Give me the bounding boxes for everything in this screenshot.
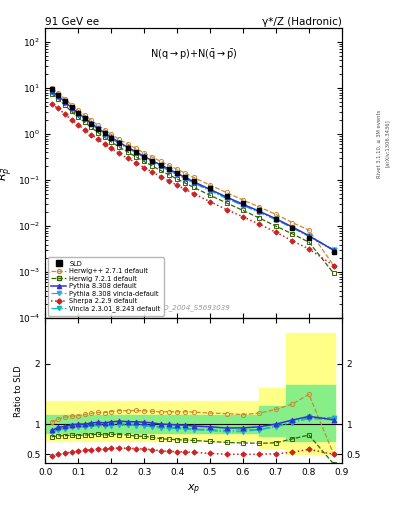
Text: γ*/Z (Hadronic): γ*/Z (Hadronic) [262,17,342,27]
Text: 91 GeV ee: 91 GeV ee [45,17,99,27]
Legend: SLD, Herwig++ 2.7.1 default, Herwig 7.2.1 default, Pythia 8.308 default, Pythia : SLD, Herwig++ 2.7.1 default, Herwig 7.2.… [48,258,164,315]
Text: N(q$\rightarrow$p)+N($\bar{\rm q}\rightarrow\bar{\rm p}$): N(q$\rightarrow$p)+N($\bar{\rm q}\righta… [150,49,237,62]
Y-axis label: $R^{q}_{p}$: $R^{q}_{p}$ [0,166,15,181]
Text: [arXiv:1306.3436]: [arXiv:1306.3436] [385,119,389,167]
Text: Rivet 3.1.10, ≥ 3M events: Rivet 3.1.10, ≥ 3M events [377,109,382,178]
X-axis label: $x_{p}$: $x_{p}$ [187,483,200,497]
Text: SLD_2004_S5693039: SLD_2004_S5693039 [156,304,231,311]
Y-axis label: Ratio to SLD: Ratio to SLD [14,365,23,417]
